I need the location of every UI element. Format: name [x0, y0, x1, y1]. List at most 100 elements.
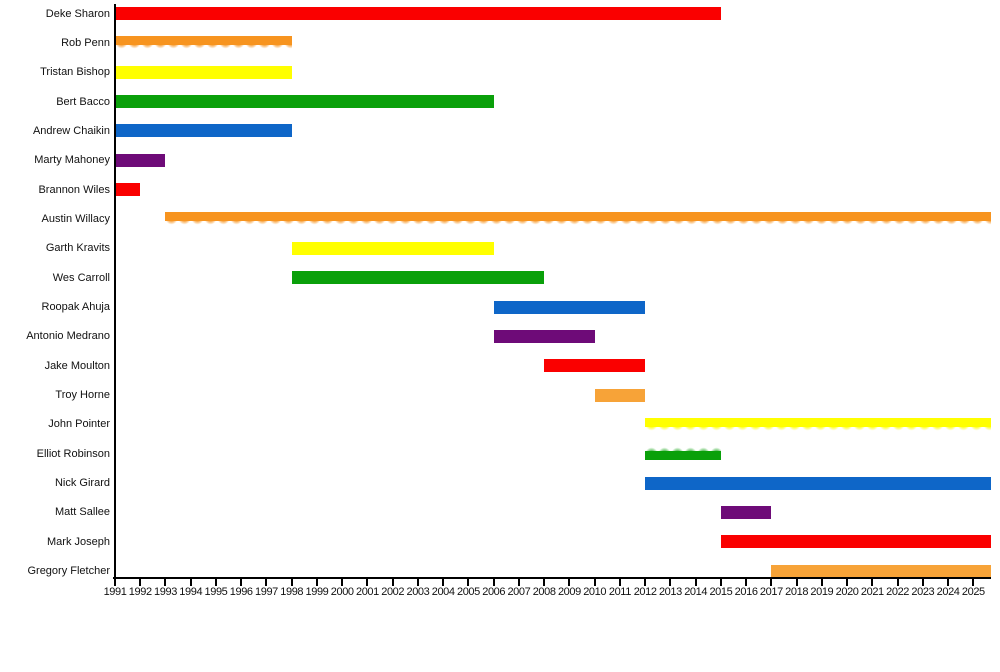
member-tenure-bar: [165, 212, 991, 232]
member-tenure-bar: [291, 271, 545, 285]
x-axis-tick: [214, 579, 217, 586]
member-tenure-bar: [544, 359, 646, 373]
x-axis-tick-label: 2010: [583, 586, 607, 598]
x-axis-tick-label: 2005: [456, 586, 480, 598]
x-axis-tick-label: 2001: [356, 586, 379, 598]
member-tenure-bar: [645, 476, 991, 490]
x-axis-tick: [366, 579, 369, 586]
x-axis-tick: [139, 579, 142, 586]
x-axis-tick-label: 2002: [381, 586, 405, 598]
x-axis-tick-label: 2003: [406, 586, 430, 598]
member-label: Wes Carroll: [52, 271, 110, 284]
x-axis-tick: [846, 579, 849, 586]
x-axis-tick: [467, 579, 470, 586]
member-tenure-bar: [720, 535, 991, 549]
x-axis-tick: [871, 579, 874, 586]
x-axis-tick: [568, 579, 571, 586]
member-tenure-bar: [115, 65, 292, 79]
member-label: Garth Kravits: [45, 242, 110, 255]
x-axis-tick-label: 2023: [911, 586, 935, 598]
x-axis-tick: [341, 579, 344, 586]
member-label: Deke Sharon: [45, 7, 110, 20]
x-axis-tick: [921, 579, 924, 586]
x-axis-tick: [745, 579, 748, 586]
x-axis-tick: [669, 579, 672, 586]
member-tenure-bar: [115, 183, 141, 197]
member-label: Matt Sallee: [54, 506, 110, 519]
x-axis-tick-label: 2022: [886, 586, 910, 598]
x-axis-tick: [618, 579, 621, 586]
member-tenure-bar: [771, 564, 991, 578]
x-axis-tick: [543, 579, 546, 586]
member-tenure-bar: [115, 124, 292, 138]
x-axis-tick: [820, 579, 823, 586]
x-axis-tick-label: 1992: [128, 586, 152, 598]
x-axis-tick: [719, 579, 722, 586]
x-axis-tick-label: 2013: [658, 586, 682, 598]
x-axis-tick: [770, 579, 773, 586]
x-axis-tick-label: 1993: [154, 586, 177, 598]
x-axis-tick-label: 2021: [860, 586, 884, 598]
x-axis-tick: [644, 579, 647, 586]
member-label: Mark Joseph: [47, 535, 110, 548]
x-axis-line: [113, 577, 991, 579]
x-axis-tick: [164, 579, 167, 586]
member-label: Roopak Ahuja: [41, 301, 111, 313]
x-axis-tick-label: 1996: [229, 586, 253, 598]
member-label: Troy Horne: [55, 389, 110, 402]
x-axis-tick-label: 1999: [305, 586, 329, 598]
x-axis-tick-label: 2025: [961, 586, 985, 598]
member-tenure-bar: [115, 153, 166, 167]
x-axis-tick-label: 2019: [810, 586, 834, 598]
x-axis-tick-label: 2017: [759, 586, 783, 598]
x-axis-tick: [442, 579, 445, 586]
member-label: Rob Penn: [61, 36, 110, 49]
x-axis-tick-label: 2004: [431, 586, 455, 598]
member-tenure-bar: [720, 505, 772, 519]
member-label: Andrew Chaikin: [32, 124, 110, 137]
member-label: Brannon Wiles: [38, 183, 110, 196]
member-tenure-bar: [493, 329, 595, 343]
x-axis-tick-label: 2020: [835, 586, 859, 598]
x-axis-tick: [694, 579, 697, 586]
x-axis-tick: [290, 579, 293, 586]
x-axis-tick-label: 2015: [709, 586, 733, 598]
x-axis-tick-label: 1995: [204, 586, 228, 598]
member-label: Bert Bacco: [56, 95, 110, 108]
x-axis-tick-label: 2018: [785, 586, 809, 598]
member-tenure-bar: [645, 441, 721, 461]
x-axis-tick-label: 2000: [330, 586, 354, 598]
x-axis-tick-label: 2016: [734, 586, 758, 598]
x-axis-tick: [391, 579, 394, 586]
member-label: Austin Willacy: [41, 212, 110, 225]
x-axis-tick-label: 2008: [532, 586, 556, 598]
x-axis-tick-label: 1997: [255, 586, 278, 598]
y-axis-line: [114, 4, 116, 579]
member-tenure-bar: [645, 417, 991, 437]
x-axis-tick: [492, 579, 495, 586]
member-label: Jake Moulton: [44, 359, 110, 372]
member-tenure-bar: [493, 300, 646, 314]
x-axis-tick: [416, 579, 419, 586]
x-axis-tick-label: 2006: [482, 586, 506, 598]
x-axis-tick-label: 2009: [557, 586, 581, 598]
x-axis-tick: [265, 579, 268, 586]
member-tenure-bar: [594, 388, 646, 402]
x-axis-tick: [189, 579, 192, 586]
member-tenure-bar: [291, 241, 494, 255]
member-label: Gregory Fletcher: [27, 565, 110, 578]
member-label: Antonio Medrano: [26, 330, 110, 343]
member-label: Tristan Bishop: [40, 66, 110, 79]
x-axis-tick-label: 1994: [179, 586, 203, 598]
member-label: Nick Girard: [54, 477, 110, 490]
x-axis-tick: [517, 579, 520, 586]
x-axis-tick: [972, 579, 975, 586]
x-axis-tick: [315, 579, 318, 586]
x-axis-tick-label: 2011: [608, 586, 631, 598]
member-label: Marty Mahoney: [34, 154, 110, 167]
member-label: Elliot Robinson: [36, 447, 110, 460]
member-tenure-bar: [115, 7, 721, 20]
x-axis-tick: [896, 579, 899, 586]
x-axis-tick-label: 2024: [936, 586, 960, 598]
